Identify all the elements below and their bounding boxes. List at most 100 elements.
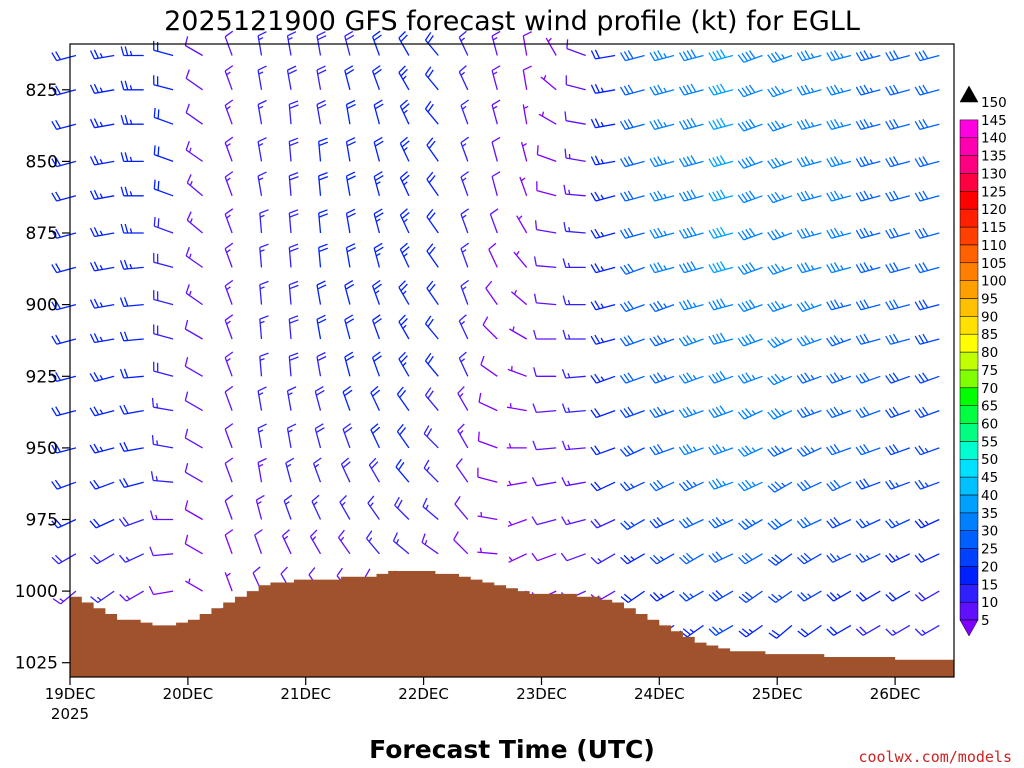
barb-feather — [800, 191, 807, 201]
barb-feather — [89, 481, 96, 490]
barb-feather — [426, 280, 434, 289]
barb-half-feather — [840, 53, 844, 58]
wind-barb — [708, 155, 734, 168]
barb-feather — [745, 229, 752, 238]
barb-staff — [565, 120, 586, 125]
barb-staff — [625, 338, 645, 347]
barb-feather — [124, 152, 129, 162]
barb-feather — [186, 211, 192, 221]
wind-barb — [914, 518, 940, 529]
wind-barb — [370, 385, 381, 411]
wind-barb — [398, 280, 410, 305]
barb-half-feather — [99, 121, 103, 127]
barb-feather — [54, 554, 63, 563]
barb-half-feather — [781, 231, 785, 237]
wind-barb — [426, 137, 439, 162]
barb-staff — [802, 409, 822, 419]
barb-feather — [120, 223, 125, 234]
wind-barb — [506, 403, 527, 412]
barb-staff — [224, 142, 233, 162]
colorbar-label: 95 — [981, 292, 998, 308]
barb-feather — [370, 461, 379, 469]
barb-staff — [457, 392, 469, 411]
wind-barb — [119, 331, 144, 342]
barb-half-feather — [840, 265, 844, 270]
wind-barb — [489, 208, 499, 234]
wind-barb — [708, 405, 734, 419]
barb-feather — [686, 444, 693, 453]
barb-staff — [919, 195, 940, 202]
barb-half-feather — [188, 147, 192, 153]
wind-barb — [533, 256, 557, 269]
barb-feather — [224, 208, 234, 215]
colorbar-segment — [959, 137, 979, 156]
barb-feather — [344, 314, 354, 321]
barb-feather — [708, 446, 715, 456]
wind-barb — [509, 326, 528, 340]
barb-staff — [520, 141, 528, 162]
barb-feather — [682, 300, 689, 310]
barb-feather — [594, 408, 601, 417]
barb-feather — [55, 157, 61, 166]
wind-barb — [426, 280, 439, 305]
barb-feather — [855, 335, 862, 345]
barb-feather — [55, 51, 61, 60]
barb-feather — [224, 423, 234, 430]
wind-barb — [316, 99, 327, 125]
barb-feather — [737, 54, 745, 63]
barb-feather — [627, 372, 634, 381]
barb-feather — [289, 209, 299, 214]
barb-staff — [482, 324, 498, 340]
wind-barb — [678, 444, 704, 456]
barb-staff — [316, 69, 322, 90]
wind-barb — [453, 531, 469, 555]
wind-barb — [365, 530, 380, 555]
barb-feather — [715, 551, 723, 560]
wind-barb — [522, 104, 529, 125]
barb-feather — [124, 115, 129, 125]
barb-staff — [684, 409, 704, 419]
barb-feather — [711, 553, 719, 562]
wind-barb — [855, 553, 881, 563]
barb-feather — [491, 65, 501, 72]
wind-barb — [532, 440, 557, 451]
barb-feather — [826, 158, 833, 167]
wind-barb — [914, 299, 940, 311]
barb-half-feather — [865, 520, 870, 525]
barb-feather — [453, 531, 459, 541]
wind-barb — [796, 552, 822, 565]
wind-barb — [281, 529, 292, 555]
barb-feather — [767, 303, 774, 312]
wind-barb — [455, 458, 469, 483]
wind-barb — [914, 118, 940, 131]
barb-staff — [185, 112, 203, 125]
barb-feather — [922, 406, 929, 416]
wind-barb — [826, 50, 852, 62]
barb-feather — [826, 192, 833, 202]
wind-barb — [485, 280, 498, 305]
barb-staff — [342, 391, 351, 411]
barb-feather — [800, 592, 808, 600]
barb-feather — [51, 229, 58, 239]
barb-feather — [184, 319, 189, 330]
barb-staff — [625, 266, 645, 275]
barb-feather — [653, 373, 660, 383]
wind-barb — [368, 457, 380, 483]
wind-barb — [708, 590, 734, 602]
barb-feather — [804, 50, 811, 59]
barb-feather — [118, 518, 126, 527]
wind-barb — [914, 156, 940, 168]
wind-barb — [89, 371, 115, 383]
barb-staff — [685, 553, 704, 565]
barb-feather — [373, 283, 382, 291]
barb-half-feather — [840, 302, 844, 308]
wind-barb — [399, 242, 410, 268]
barb-half-feather — [810, 230, 815, 236]
barb-half-feather — [402, 362, 407, 367]
barb-feather — [399, 389, 407, 398]
wind-barb — [737, 372, 763, 384]
barb-feather — [289, 213, 299, 218]
barb-half-feather — [460, 320, 466, 325]
barb-staff — [744, 518, 763, 531]
wind-barb — [426, 243, 439, 268]
